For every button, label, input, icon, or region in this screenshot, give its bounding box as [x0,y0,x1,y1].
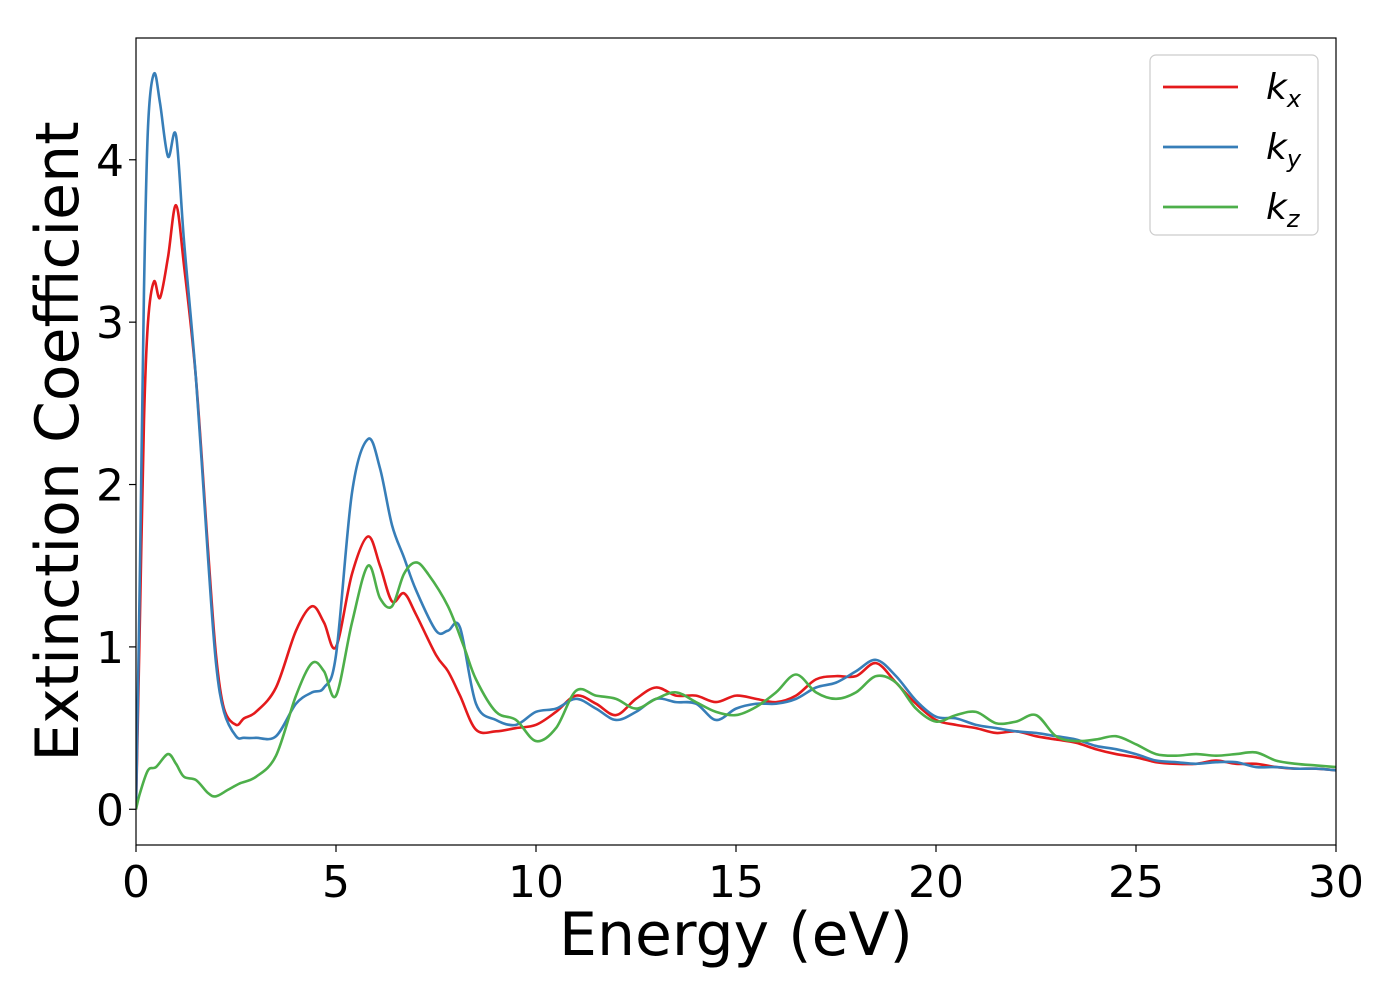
series-line-kz [136,561,1336,810]
y-tick-label: 2 [96,461,124,512]
y-tick-label: 3 [96,298,124,349]
x-tick-label: 20 [908,857,964,908]
legend-label-kz: kz [1266,187,1301,233]
x-tick-label: 30 [1308,857,1364,908]
y-tick-label: 0 [96,785,124,836]
y-axis-title: Extinction Coefficient [23,121,93,761]
x-tick-label: 0 [122,857,150,908]
x-tick-label: 10 [508,857,564,908]
x-tick-label: 15 [708,857,764,908]
series-lines [136,71,1336,810]
x-axis-title: Energy (eV) [559,900,913,970]
y-tick-label: 4 [96,136,124,187]
x-tick-label: 25 [1108,857,1164,908]
legend: kx ky kz [1149,54,1319,236]
y-axis-ticks: 0 1 2 3 4 [96,136,136,836]
legend-label-ky: ky [1266,127,1302,173]
x-tick-label: 5 [322,857,350,908]
legend-box [1149,54,1319,236]
series-line-ky [136,71,1336,810]
legend-label-kx: kx [1266,67,1302,113]
y-tick-label: 1 [96,623,124,674]
x-axis-ticks: 0 5 10 15 20 25 30 [122,845,1364,908]
